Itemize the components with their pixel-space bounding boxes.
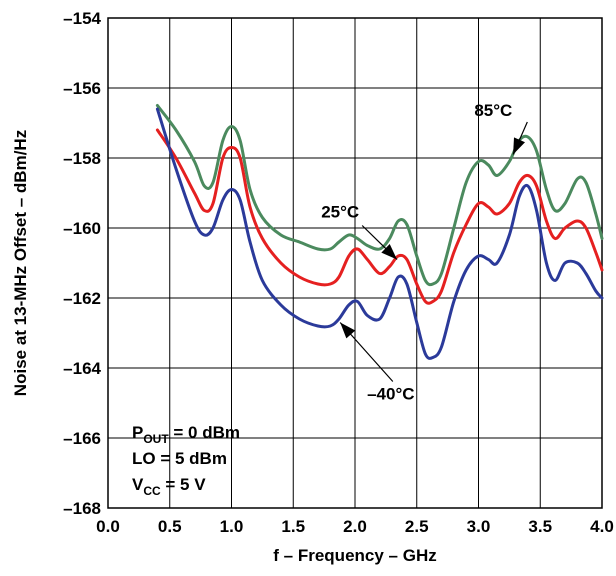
y-tick-labels: –154 –156 –158 –160 –162 –164 –166 –168 [63, 9, 101, 518]
annotation-label: 85°C [474, 101, 512, 120]
x-tick-label: 2.5 [405, 517, 429, 536]
y-tick-label: –154 [63, 9, 101, 28]
series-line-0 [155, 104, 604, 287]
condition-line: VCC = 5 V [132, 475, 206, 498]
series-line-2 [155, 107, 604, 360]
series-layer [155, 104, 604, 360]
annotations: 85°C 25°C –40°C [321, 101, 528, 404]
annotation-label: 25°C [321, 203, 359, 222]
x-tick-label: 4.0 [590, 517, 614, 536]
condition-line: POUT = 0 dBm [132, 423, 240, 446]
series-line-1 [155, 128, 604, 305]
y-tick-label: –160 [63, 219, 101, 238]
x-tick-label: 2.0 [343, 517, 367, 536]
y-tick-label: –168 [63, 499, 101, 518]
y-tick-label: –158 [63, 149, 101, 168]
condition-line: LO = 5 dBm [132, 449, 227, 468]
x-tick-label: 0.5 [158, 517, 182, 536]
x-tick-label: 1.5 [281, 517, 305, 536]
y-tick-label: –164 [63, 359, 101, 378]
y-tick-label: –166 [63, 429, 101, 448]
annotation-arrow-head [340, 322, 356, 339]
plot-frame [107, 17, 603, 509]
y-tick-label: –162 [63, 289, 101, 308]
y-axis-title: Noise at 13-MHz Offset – dBm/Hz [11, 130, 30, 396]
annotation-label: –40°C [367, 385, 414, 404]
x-tick-label: 3.0 [467, 517, 491, 536]
x-tick-labels: 0.0 0.5 1.0 1.5 2.0 2.5 3.0 3.5 4.0 [96, 517, 614, 536]
annotation-arrow-head [513, 137, 525, 155]
y-tick-label: –156 [63, 79, 101, 98]
x-axis-title: f – Frequency – GHz [273, 546, 436, 565]
x-tick-label: 1.0 [220, 517, 244, 536]
x-tick-label: 0.0 [96, 517, 120, 536]
x-tick-label: 3.5 [528, 517, 552, 536]
annotation-arrow-head [381, 244, 397, 260]
test-conditions: POUT = 0 dBm LO = 5 dBm VCC = 5 V [132, 423, 240, 498]
